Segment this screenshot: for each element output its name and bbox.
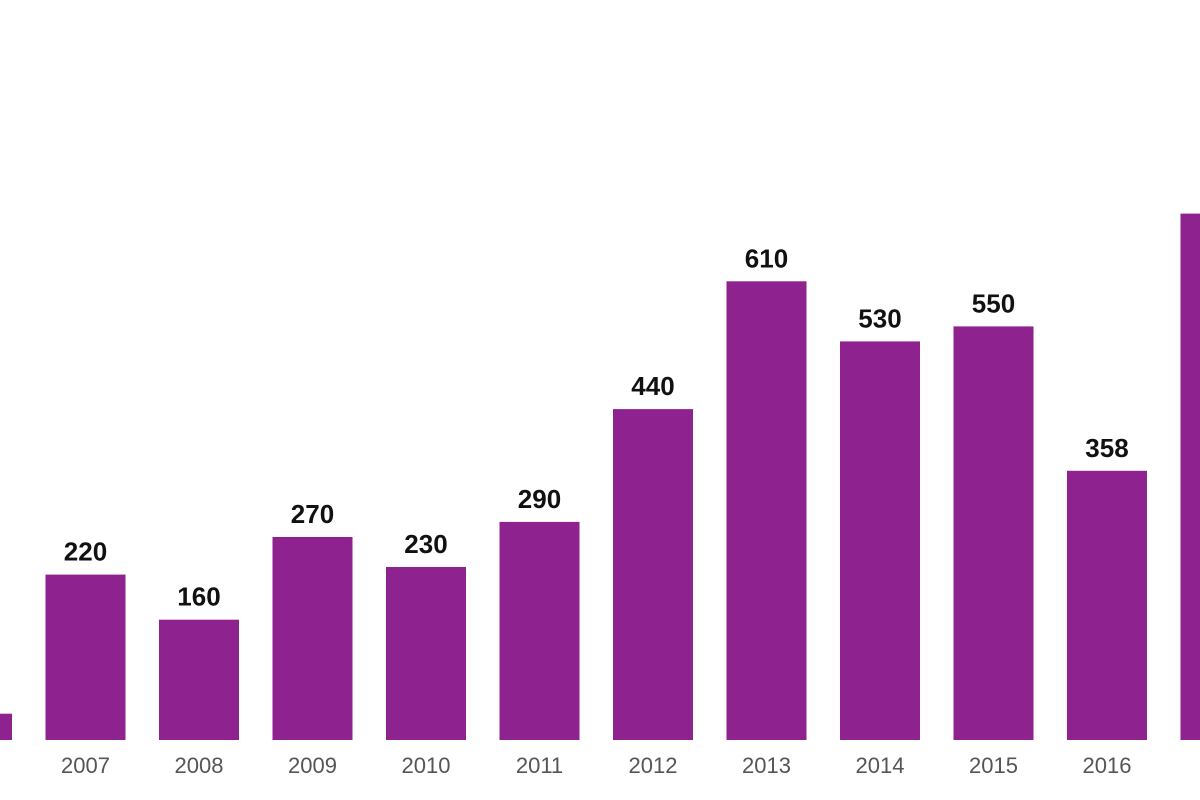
bar-2014: [840, 341, 920, 740]
x-tick-label-2007: 2007: [61, 753, 110, 778]
bar-2017: [1180, 213, 1200, 741]
x-tick-label-2016: 2016: [1083, 753, 1132, 778]
value-label-2010: 230: [404, 529, 447, 559]
x-tick-label-2014: 2014: [856, 753, 905, 778]
value-label-2007: 220: [64, 537, 107, 567]
bar-2008: [159, 619, 239, 740]
x-tick-label-2015: 2015: [969, 753, 1018, 778]
bars-group: [0, 213, 1200, 741]
x-tick-labels-group: 6200720082009201020112012201320142015201…: [61, 753, 1132, 778]
bar-2009: [272, 537, 353, 740]
value-labels-group: 2201602702302904406105305503587: [64, 243, 1129, 612]
value-label-2011: 290: [518, 484, 561, 514]
bar-2010: [386, 567, 466, 740]
value-label-2009: 270: [291, 499, 334, 529]
x-tick-label-2008: 2008: [175, 753, 224, 778]
value-label-2013: 610: [745, 243, 788, 273]
bar-2006: [0, 713, 12, 740]
bar-2016: [1067, 470, 1147, 740]
x-tick-label-2012: 2012: [629, 753, 678, 778]
value-label-2014: 530: [858, 303, 901, 333]
value-label-2012: 440: [631, 371, 674, 401]
bar-2015: [953, 326, 1034, 740]
x-tick-label-2013: 2013: [742, 753, 791, 778]
x-tick-label-2009: 2009: [288, 753, 337, 778]
x-tick-label-2010: 2010: [402, 753, 451, 778]
bar-2007: [45, 574, 126, 740]
bar-2013: [726, 281, 807, 740]
bar-2012: [613, 409, 693, 740]
value-label-2016: 358: [1085, 433, 1128, 463]
value-label-2015: 550: [972, 288, 1015, 318]
x-tick-label-2011: 2011: [516, 753, 563, 778]
value-label-2008: 160: [177, 582, 220, 612]
bar-2011: [499, 521, 580, 740]
